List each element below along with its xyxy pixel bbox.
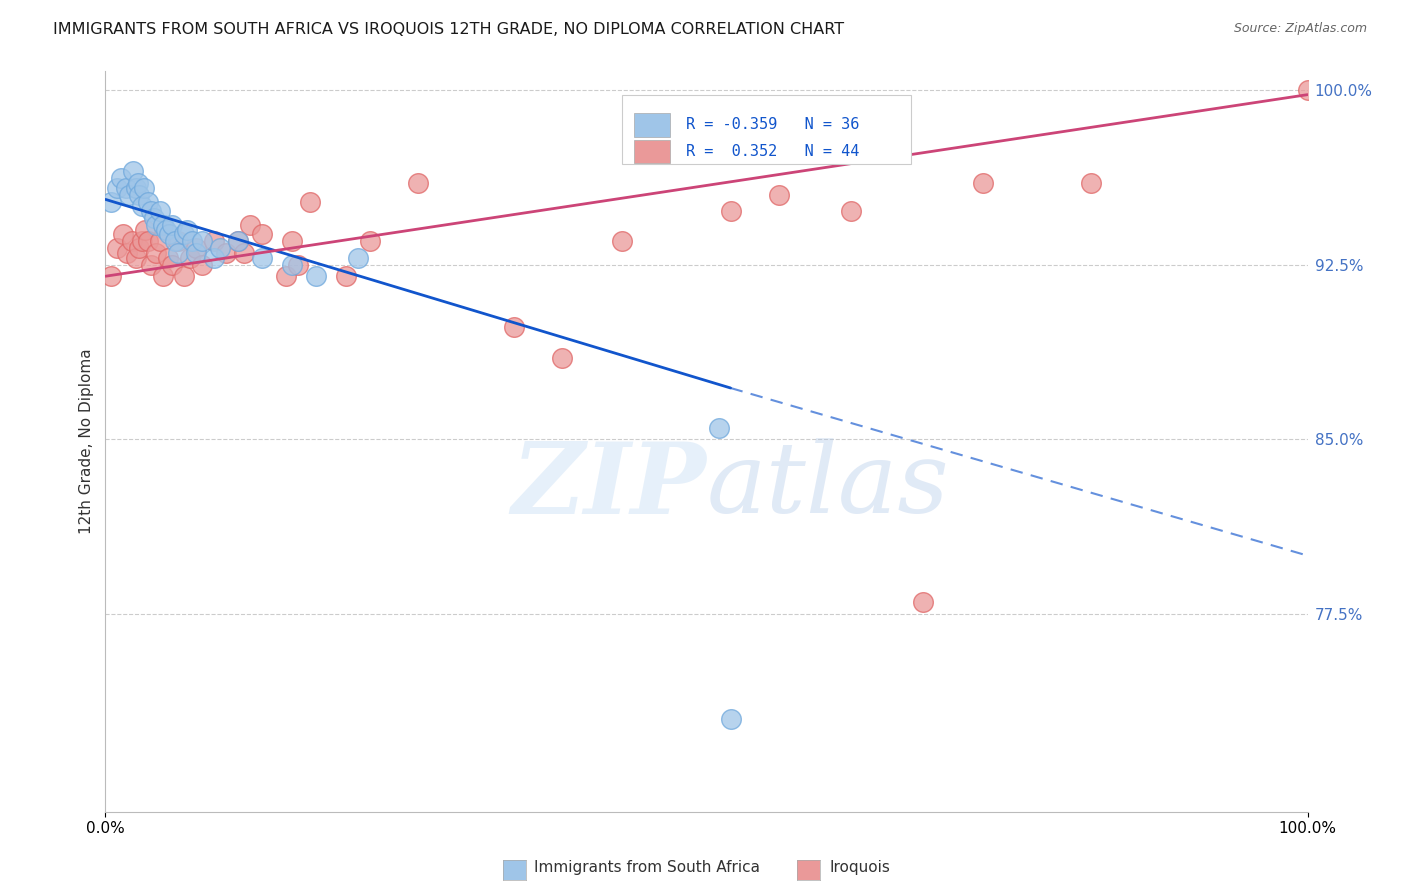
Point: [281, 235, 304, 249]
Point: [226, 235, 249, 249]
Point: [1296, 83, 1319, 97]
Point: [184, 241, 207, 255]
Point: [232, 246, 254, 260]
Point: [202, 251, 225, 265]
Point: [157, 227, 180, 242]
Y-axis label: 12th Grade, No Diploma: 12th Grade, No Diploma: [79, 349, 94, 534]
Point: [184, 246, 207, 260]
Bar: [634, 140, 671, 163]
Bar: [634, 112, 671, 136]
Point: [335, 269, 357, 284]
Point: [152, 269, 174, 284]
Point: [720, 204, 742, 219]
Point: [139, 258, 162, 272]
Point: [131, 199, 153, 213]
Point: [142, 211, 165, 225]
Point: [173, 227, 195, 242]
Point: [121, 235, 143, 249]
Point: [122, 164, 145, 178]
Point: [152, 218, 174, 232]
Point: [612, 235, 634, 249]
Point: [176, 222, 198, 236]
Point: [136, 235, 159, 249]
Point: [118, 187, 141, 202]
Point: [720, 712, 742, 726]
Point: [134, 222, 156, 236]
Point: [166, 235, 188, 249]
Point: [250, 251, 273, 265]
Point: [115, 246, 138, 260]
Point: [1080, 176, 1102, 190]
Point: [128, 187, 150, 202]
Point: [132, 181, 155, 195]
Point: [250, 227, 273, 242]
Point: [281, 258, 304, 272]
Point: [165, 235, 187, 249]
Text: atlas: atlas: [707, 438, 949, 533]
Point: [274, 269, 297, 284]
Point: [160, 258, 183, 272]
Text: Iroquois: Iroquois: [830, 860, 890, 874]
Text: Source: ZipAtlas.com: Source: ZipAtlas.com: [1233, 22, 1367, 36]
Point: [148, 204, 170, 219]
Text: Immigrants from South Africa: Immigrants from South Africa: [534, 860, 761, 874]
Point: [136, 194, 159, 209]
Text: R = -0.359   N = 36: R = -0.359 N = 36: [686, 117, 859, 132]
Point: [107, 181, 129, 195]
Point: [911, 595, 934, 609]
Point: [503, 320, 526, 334]
Point: [100, 194, 122, 209]
Point: [112, 227, 135, 242]
Point: [768, 187, 790, 202]
Point: [226, 235, 249, 249]
Point: [239, 218, 262, 232]
Point: [406, 176, 429, 190]
Point: [131, 235, 153, 249]
Point: [110, 171, 132, 186]
Point: [155, 222, 177, 236]
Point: [208, 241, 231, 255]
Point: [839, 204, 862, 219]
Point: [127, 176, 149, 190]
Point: [128, 241, 150, 255]
Point: [100, 269, 122, 284]
Point: [166, 246, 188, 260]
Point: [179, 251, 201, 265]
Text: IMMIGRANTS FROM SOUTH AFRICA VS IROQUOIS 12TH GRADE, NO DIPLOMA CORRELATION CHAR: IMMIGRANTS FROM SOUTH AFRICA VS IROQUOIS…: [53, 22, 845, 37]
Point: [214, 246, 236, 260]
Text: R =  0.352   N = 44: R = 0.352 N = 44: [686, 144, 859, 159]
Point: [181, 235, 204, 249]
Point: [139, 204, 162, 219]
Point: [287, 258, 309, 272]
Point: [202, 235, 225, 249]
Point: [115, 181, 138, 195]
Text: ZIP: ZIP: [512, 438, 707, 534]
Point: [148, 235, 170, 249]
Point: [160, 218, 183, 232]
Point: [190, 235, 212, 249]
Point: [173, 269, 195, 284]
Point: [107, 241, 129, 255]
Point: [298, 194, 321, 209]
Point: [707, 420, 730, 434]
Point: [359, 235, 381, 249]
Point: [305, 269, 328, 284]
Point: [145, 246, 167, 260]
Point: [551, 351, 574, 365]
Bar: [623, 95, 911, 164]
Point: [156, 251, 179, 265]
Point: [124, 251, 146, 265]
Point: [124, 181, 146, 195]
Point: [145, 218, 167, 232]
Point: [347, 251, 370, 265]
Point: [972, 176, 994, 190]
Point: [190, 258, 212, 272]
